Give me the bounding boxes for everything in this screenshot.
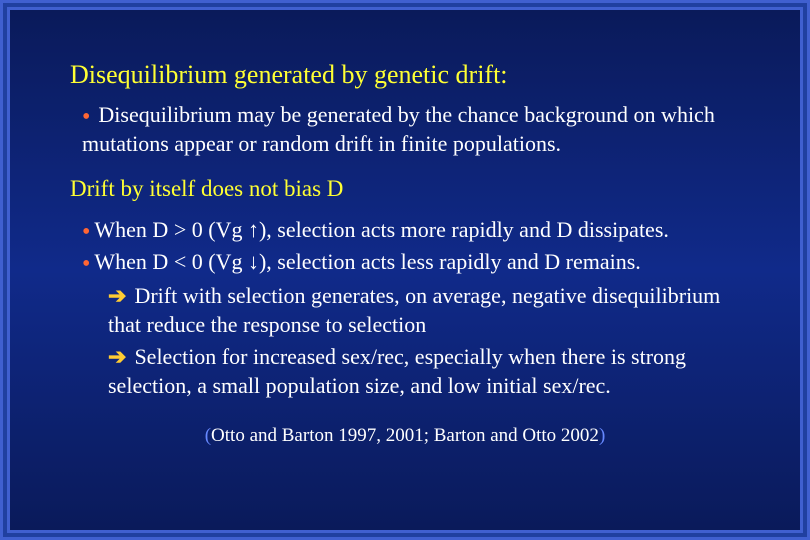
- bullet-d-negative: •When D < 0 (Vg ↓), selection acts less …: [82, 246, 740, 278]
- citation-paren-close: ): [599, 425, 605, 446]
- citation: (Otto and Barton 1997, 2001; Barton and …: [70, 425, 740, 447]
- slide-frame-mid: Disequilibrium generated by genetic drif…: [3, 3, 807, 537]
- slide-title: Disequilibrium generated by genetic drif…: [70, 60, 740, 90]
- main-bullet-text: Disequilibrium may be generated by the c…: [82, 102, 715, 156]
- bullet-d-negative-text: When D < 0 (Vg ↓), selection acts less r…: [94, 249, 640, 274]
- section-heading: Drift by itself does not bias D: [70, 176, 740, 202]
- arrow-point-2: ➔Selection for increased sex/rec, especi…: [108, 343, 740, 400]
- bullet-dot-icon: •: [82, 251, 90, 277]
- arrow-right-icon: ➔: [108, 344, 126, 369]
- bullet-dot-icon: •: [82, 104, 90, 130]
- citation-text: Otto and Barton 1997, 2001; Barton and O…: [211, 425, 599, 446]
- arrow-point-1: ➔Drift with selection generates, on aver…: [108, 282, 740, 339]
- slide-frame-outer: Disequilibrium generated by genetic drif…: [0, 0, 810, 540]
- bullet-d-positive-text: When D > 0 (Vg ↑), selection acts more r…: [94, 217, 668, 242]
- arrow-point-1-text: Drift with selection generates, on avera…: [108, 283, 720, 337]
- bullet-d-positive: •When D > 0 (Vg ↑), selection acts more …: [82, 214, 740, 246]
- bullet-dot-icon: •: [82, 219, 90, 245]
- arrow-point-2-text: Selection for increased sex/rec, especia…: [108, 344, 686, 398]
- arrow-right-icon: ➔: [108, 283, 126, 308]
- slide-content: Disequilibrium generated by genetic drif…: [7, 7, 803, 533]
- main-bullet: •Disequilibrium may be generated by the …: [82, 100, 740, 158]
